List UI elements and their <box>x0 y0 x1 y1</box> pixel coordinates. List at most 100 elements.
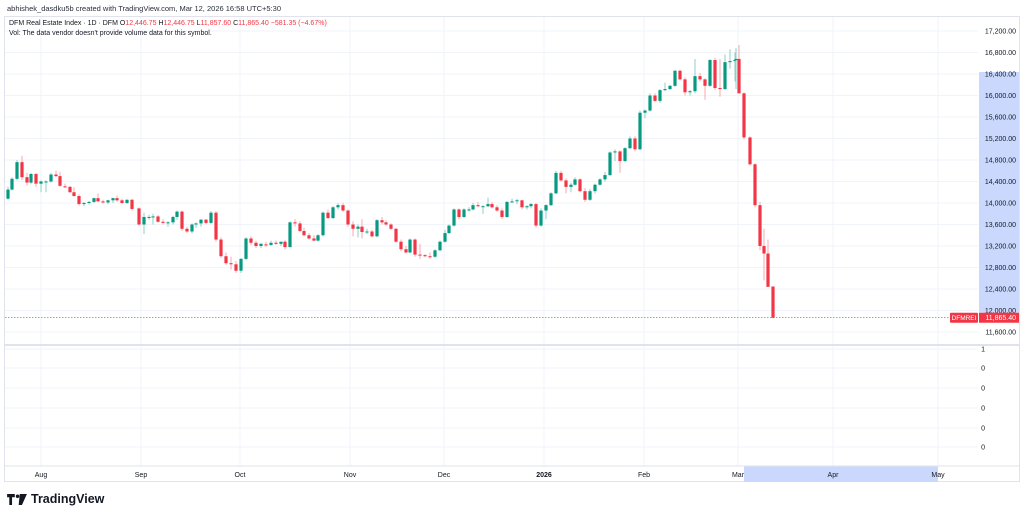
candle-body[interactable] <box>283 241 287 248</box>
candle-body[interactable] <box>346 210 350 225</box>
candle-body[interactable] <box>549 193 553 206</box>
candle-body[interactable] <box>443 233 447 242</box>
candle-body[interactable] <box>234 264 238 271</box>
candle-body[interactable] <box>199 219 203 224</box>
candle-body[interactable] <box>20 162 24 178</box>
candle-body[interactable] <box>130 199 134 209</box>
candle-body[interactable] <box>447 225 451 234</box>
candle-body[interactable] <box>370 231 374 237</box>
candle-body[interactable] <box>384 222 388 225</box>
candle-body[interactable] <box>678 70 682 80</box>
candle-body[interactable] <box>578 179 582 192</box>
candle-body[interactable] <box>404 249 408 253</box>
candle-body[interactable] <box>663 89 667 91</box>
candle-body[interactable] <box>6 189 10 199</box>
candle-body[interactable] <box>413 239 417 255</box>
candle-body[interactable] <box>365 231 369 233</box>
candle-body[interactable] <box>399 241 403 250</box>
candle-body[interactable] <box>10 178 14 190</box>
candle-body[interactable] <box>718 87 722 90</box>
candle-body[interactable] <box>92 198 96 202</box>
candle-body[interactable] <box>39 181 43 184</box>
candle-body[interactable] <box>321 212 325 236</box>
candle-body[interactable] <box>389 224 393 229</box>
candle-body[interactable] <box>638 112 642 150</box>
candle-body[interactable] <box>190 224 194 232</box>
candle-body[interactable] <box>688 91 692 93</box>
candle-body[interactable] <box>520 200 524 208</box>
candle-body[interactable] <box>125 199 129 203</box>
candle-body[interactable] <box>307 235 311 239</box>
candle-body[interactable] <box>693 76 697 92</box>
candle-body[interactable] <box>668 85 672 90</box>
candle-body[interactable] <box>336 205 340 208</box>
candle-body[interactable] <box>762 246 766 254</box>
candle-body[interactable] <box>58 176 62 186</box>
symbol-title[interactable]: DFM Real Estate Index · 1D · DFM <box>9 20 118 27</box>
candle-body[interactable] <box>544 205 548 211</box>
candle-body[interactable] <box>703 79 707 86</box>
candle-body[interactable] <box>151 216 155 218</box>
candle-body[interactable] <box>593 184 597 192</box>
candle-body[interactable] <box>495 207 499 211</box>
candle-body[interactable] <box>224 256 228 264</box>
candle-body[interactable] <box>142 216 146 225</box>
candle-body[interactable] <box>77 196 81 205</box>
candle-body[interactable] <box>423 255 427 257</box>
candle-body[interactable] <box>106 200 110 203</box>
candle-body[interactable] <box>608 152 612 176</box>
candle-body[interactable] <box>171 216 175 223</box>
candle-body[interactable] <box>166 222 170 224</box>
candle-body[interactable] <box>175 211 179 217</box>
candle-body[interactable] <box>312 238 316 241</box>
candle-body[interactable] <box>559 172 563 181</box>
candle-body[interactable] <box>748 137 752 165</box>
candle-body[interactable] <box>433 250 437 257</box>
candle-body[interactable] <box>214 212 218 240</box>
candle-body[interactable] <box>54 174 58 177</box>
tradingview-brand[interactable]: TradingView <box>7 492 104 506</box>
candle-body[interactable] <box>698 76 702 80</box>
candle-body[interactable] <box>564 180 568 187</box>
candle-body[interactable] <box>244 238 248 259</box>
candle-body[interactable] <box>583 191 587 200</box>
candle-body[interactable] <box>274 242 278 244</box>
candle-body[interactable] <box>25 177 29 183</box>
candle-body[interactable] <box>673 70 677 86</box>
candle-body[interactable] <box>500 210 504 217</box>
candle-body[interactable] <box>658 90 662 101</box>
candle-body[interactable] <box>708 60 712 86</box>
candle-body[interactable] <box>753 164 757 206</box>
candle-body[interactable] <box>452 209 456 226</box>
candle-body[interactable] <box>239 258 243 271</box>
candle-body[interactable] <box>269 242 273 245</box>
candle-body[interactable] <box>476 205 480 207</box>
candle-body[interactable] <box>82 203 86 205</box>
candle-body[interactable] <box>648 95 652 111</box>
candle-body[interactable] <box>375 220 379 237</box>
candle-body[interactable] <box>96 198 100 202</box>
candle-body[interactable] <box>529 204 533 207</box>
candle-body[interactable] <box>618 151 622 162</box>
candle-body[interactable] <box>44 181 48 183</box>
candle-body[interactable] <box>351 224 355 229</box>
candle-body[interactable] <box>293 222 297 224</box>
candle-body[interactable] <box>733 60 737 62</box>
candle-body[interactable] <box>316 235 320 241</box>
candle-body[interactable] <box>341 205 345 211</box>
candle-body[interactable] <box>326 212 330 219</box>
candle-body[interactable] <box>766 253 770 287</box>
candle-body[interactable] <box>264 244 268 246</box>
candle-body[interactable] <box>194 223 198 225</box>
candle-body[interactable] <box>249 238 253 243</box>
candle-body[interactable] <box>111 198 115 201</box>
candle-body[interactable] <box>628 138 632 149</box>
candle-body[interactable] <box>137 208 141 225</box>
candle-body[interactable] <box>771 286 775 318</box>
candle-body[interactable] <box>15 162 19 179</box>
candle-body[interactable] <box>613 151 617 153</box>
candle-body[interactable] <box>603 175 607 180</box>
candle-body[interactable] <box>588 191 592 200</box>
candle-body[interactable] <box>147 216 151 218</box>
candle-body[interactable] <box>515 200 519 202</box>
